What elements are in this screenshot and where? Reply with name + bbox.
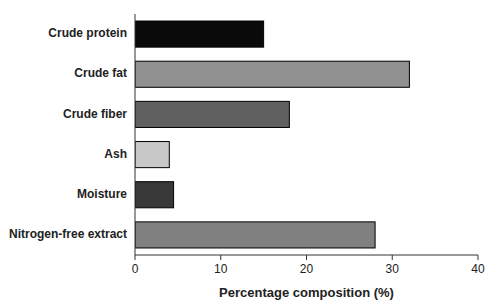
- y-tick-label: Crude fat: [74, 66, 127, 80]
- y-tick-label: Nitrogen-free extract: [9, 227, 127, 241]
- bar: [135, 142, 169, 168]
- bar: [135, 182, 174, 208]
- bar: [135, 61, 409, 87]
- bar: [135, 21, 264, 47]
- x-tick: [306, 255, 307, 260]
- x-axis: 0 10 20 30 40: [132, 255, 485, 276]
- bar: [135, 222, 375, 248]
- x-tick-label: 40: [471, 262, 485, 276]
- bars: [135, 21, 409, 248]
- y-tick-labels: Crude protein Crude fat Crude fiber Ash Mois…: [9, 26, 127, 241]
- x-tick-label: 0: [132, 262, 139, 276]
- y-tick-label: Crude protein: [48, 26, 127, 40]
- x-tick-label: 10: [214, 262, 228, 276]
- x-axis-label: Percentage composition (%): [219, 285, 394, 300]
- chart: Crude protein Crude fat Crude fiber Ash Mois…: [0, 0, 500, 307]
- background: [0, 0, 500, 307]
- x-tick: [135, 255, 136, 260]
- chart-container: Crude protein Crude fat Crude fiber Ash Mois…: [0, 0, 500, 307]
- bar: [135, 101, 289, 127]
- y-tick-label: Moisture: [77, 187, 127, 201]
- y-axis-line: [135, 14, 136, 255]
- x-tick: [392, 255, 393, 260]
- x-tick-label: 20: [300, 262, 314, 276]
- y-tick-label: Ash: [104, 147, 127, 161]
- x-tick-label: 30: [386, 262, 400, 276]
- x-tick: [220, 255, 221, 260]
- y-tick-label: Crude fiber: [63, 107, 127, 121]
- x-tick: [478, 255, 479, 260]
